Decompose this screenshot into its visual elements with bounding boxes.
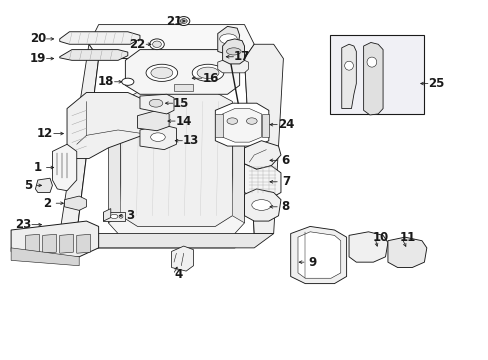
Polygon shape	[244, 164, 281, 198]
Ellipse shape	[122, 78, 134, 85]
Text: 16: 16	[202, 72, 218, 85]
Ellipse shape	[149, 39, 164, 50]
Polygon shape	[120, 87, 232, 226]
Polygon shape	[290, 226, 346, 284]
Polygon shape	[60, 44, 99, 234]
Polygon shape	[89, 24, 254, 59]
Polygon shape	[64, 196, 86, 210]
Polygon shape	[232, 137, 244, 223]
Ellipse shape	[149, 99, 163, 107]
Ellipse shape	[180, 18, 187, 23]
Text: 17: 17	[233, 50, 250, 63]
Text: 22: 22	[129, 38, 145, 51]
Text: 19: 19	[30, 52, 46, 65]
Ellipse shape	[150, 133, 165, 141]
Polygon shape	[387, 237, 426, 267]
Text: 4: 4	[174, 268, 183, 281]
Text: 9: 9	[308, 256, 316, 269]
Ellipse shape	[192, 64, 224, 81]
Polygon shape	[42, 234, 56, 253]
Text: 15: 15	[173, 97, 189, 110]
Polygon shape	[77, 234, 90, 253]
Ellipse shape	[146, 64, 177, 81]
Ellipse shape	[226, 48, 241, 55]
Text: 8: 8	[281, 200, 289, 213]
Polygon shape	[52, 144, 77, 191]
Polygon shape	[297, 232, 340, 278]
Polygon shape	[217, 26, 239, 55]
Polygon shape	[77, 59, 254, 248]
Polygon shape	[222, 39, 244, 64]
Polygon shape	[108, 137, 120, 223]
Polygon shape	[171, 246, 193, 271]
Text: 1: 1	[34, 161, 42, 174]
Text: 6: 6	[281, 154, 289, 167]
Ellipse shape	[151, 67, 172, 78]
Text: 14: 14	[175, 114, 191, 127]
Ellipse shape	[366, 57, 376, 67]
Polygon shape	[261, 114, 268, 137]
Text: 20: 20	[30, 32, 46, 45]
Polygon shape	[60, 234, 73, 253]
Polygon shape	[348, 232, 387, 262]
Ellipse shape	[219, 34, 237, 44]
Ellipse shape	[246, 118, 257, 124]
Polygon shape	[137, 111, 169, 131]
Ellipse shape	[119, 215, 122, 218]
Ellipse shape	[152, 41, 161, 48]
Text: 12: 12	[37, 127, 53, 140]
Polygon shape	[60, 50, 127, 60]
Polygon shape	[222, 109, 261, 142]
Polygon shape	[11, 248, 79, 266]
Ellipse shape	[226, 118, 237, 124]
Polygon shape	[140, 94, 174, 114]
Polygon shape	[35, 178, 52, 193]
Polygon shape	[77, 234, 273, 248]
Polygon shape	[11, 221, 99, 260]
Polygon shape	[26, 234, 39, 253]
Text: 11: 11	[398, 231, 415, 244]
Ellipse shape	[110, 214, 118, 219]
Polygon shape	[244, 44, 283, 234]
Ellipse shape	[197, 67, 219, 78]
Ellipse shape	[177, 17, 189, 26]
Polygon shape	[215, 103, 268, 146]
Text: 13: 13	[183, 134, 199, 147]
Polygon shape	[244, 141, 281, 169]
Polygon shape	[125, 50, 239, 94]
Polygon shape	[140, 125, 176, 150]
Text: 24: 24	[277, 118, 293, 131]
Polygon shape	[103, 212, 125, 221]
Text: 21: 21	[165, 14, 182, 27]
Text: 7: 7	[281, 175, 289, 188]
Polygon shape	[363, 42, 382, 115]
Text: 25: 25	[427, 77, 444, 90]
Polygon shape	[174, 84, 193, 91]
Text: 18: 18	[98, 75, 114, 88]
Text: 10: 10	[372, 231, 388, 244]
Ellipse shape	[251, 200, 271, 210]
Text: 5: 5	[24, 179, 32, 192]
Polygon shape	[244, 189, 281, 221]
Polygon shape	[108, 126, 244, 234]
Text: 2: 2	[43, 197, 52, 210]
Polygon shape	[60, 32, 140, 44]
Text: 3: 3	[126, 209, 134, 222]
Ellipse shape	[344, 61, 353, 70]
Polygon shape	[215, 114, 222, 137]
Polygon shape	[217, 60, 248, 73]
Polygon shape	[341, 44, 356, 109]
Text: 23: 23	[15, 218, 31, 231]
Polygon shape	[67, 93, 157, 158]
Polygon shape	[103, 208, 111, 221]
Bar	[329, 35, 424, 114]
